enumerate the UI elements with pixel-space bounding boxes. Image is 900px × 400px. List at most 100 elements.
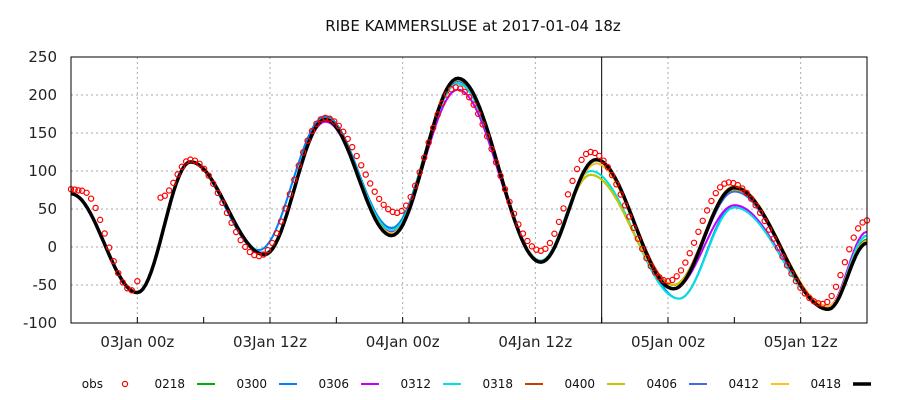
obs-point (660, 277, 667, 284)
obs-point (349, 143, 356, 151)
obs-point (669, 276, 676, 284)
obs-point (703, 207, 711, 214)
obs-point (83, 189, 90, 196)
obs-point (677, 267, 685, 274)
obs-point (656, 274, 663, 281)
obs-point (71, 186, 78, 193)
obs-point (161, 192, 169, 199)
obs-point (747, 195, 755, 202)
obs-point (673, 273, 680, 280)
obs-point (690, 239, 698, 246)
obs-point (260, 251, 267, 258)
obs-point (578, 156, 585, 164)
obs-point (237, 236, 244, 244)
obs-point (699, 217, 706, 225)
obs-point (299, 149, 307, 156)
obs-point (196, 160, 203, 167)
obs-point (416, 169, 423, 176)
obs-point (425, 139, 432, 146)
obs-point (465, 94, 473, 101)
obs-point (291, 176, 298, 183)
obs-point (564, 191, 572, 198)
legend-obs-symbol (121, 380, 129, 388)
obs-point (210, 180, 217, 187)
obs-point (264, 246, 271, 254)
obs-point (743, 189, 750, 197)
obs-point (846, 246, 853, 253)
chart-title: RIBE KAMMERSLUSE at 2017-01-04 18z (325, 17, 621, 35)
obs-point (682, 259, 689, 266)
obs-point (806, 294, 813, 302)
x-tick-label: 03Jan 00z (100, 333, 174, 351)
obs-point (756, 209, 764, 216)
obs-point (170, 179, 177, 187)
x-tick-label: 04Jan 12z (498, 333, 572, 351)
obs-point (353, 152, 360, 160)
obs-point (725, 179, 733, 186)
obs-point (734, 181, 741, 189)
obs-point (282, 205, 289, 212)
obs-point (119, 279, 126, 286)
obs-point (362, 171, 369, 178)
obs-point (128, 287, 136, 294)
obs-point (398, 207, 405, 215)
legend-label-obs: obs (82, 377, 103, 391)
obs-point (647, 262, 655, 270)
obs-point (634, 235, 642, 242)
obs-point (371, 188, 378, 195)
obs-point (524, 237, 531, 245)
obs-point (286, 190, 294, 198)
obs-point (824, 298, 831, 306)
obs-point (639, 245, 646, 253)
y-tick-label: -100 (23, 314, 57, 332)
obs-point (269, 239, 276, 247)
legend-label-0318: 0318 (482, 377, 513, 391)
obs-point (837, 271, 844, 279)
legend: obs 0218 0300 0306 0312 0318 0400 0406 0412 0418 (82, 377, 871, 391)
obs-point (411, 182, 419, 189)
obs-point (716, 184, 724, 191)
obs-point (242, 243, 249, 251)
obs-point (608, 171, 616, 179)
obs-point (573, 165, 581, 173)
obs-point (501, 185, 509, 193)
y-tick-label: 0 (47, 238, 57, 256)
obs-point (854, 225, 862, 232)
obs-point (569, 177, 576, 185)
obs-point (783, 262, 791, 269)
x-axis: 03Jan 00z 03Jan 12z 04Jan 00z 04Jan 12z 05Ja… (70, 317, 868, 351)
obs-point (792, 277, 800, 285)
obs-point (774, 244, 782, 251)
obs-point (643, 254, 650, 262)
obs-point (115, 269, 122, 277)
obs-point (75, 187, 82, 194)
obs-point (828, 292, 835, 300)
obs-point (178, 163, 186, 170)
obs-point (752, 202, 759, 209)
obs-point (358, 162, 365, 169)
obs-point (555, 218, 563, 226)
obs-point (626, 213, 633, 220)
obs-point (295, 162, 302, 169)
obs-point (600, 157, 607, 164)
obs-point (815, 300, 822, 307)
y-tick-label: 200 (28, 86, 57, 104)
obs-point (515, 221, 522, 228)
obs-point (761, 217, 768, 225)
obs-point (801, 290, 809, 297)
obs-point (313, 120, 320, 127)
x-tick-label: 04Jan 00z (366, 333, 440, 351)
obs-point (461, 88, 468, 96)
obs-point (630, 224, 637, 232)
obs-point (191, 157, 199, 164)
obs-point (429, 124, 437, 132)
obs-point (765, 226, 773, 233)
obs-point (542, 245, 549, 252)
obs-point (277, 218, 285, 225)
obs-point (384, 205, 392, 213)
obs-point (200, 165, 208, 173)
obs-point (375, 195, 383, 203)
obs-point (474, 110, 482, 117)
obs-point (110, 258, 117, 265)
obs-point (228, 219, 235, 226)
